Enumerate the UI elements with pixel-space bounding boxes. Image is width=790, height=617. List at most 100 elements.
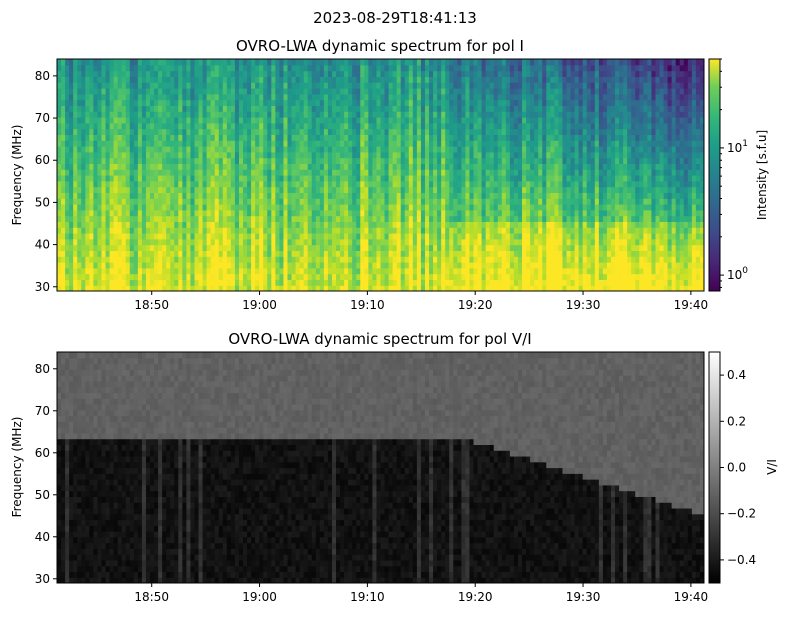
heatmap-cell [433, 105, 438, 112]
heatmap-cell [73, 82, 78, 89]
heatmap-cell [360, 99, 365, 106]
heatmap-cell [461, 122, 467, 130]
heatmap-cell [550, 59, 555, 66]
heatmap-cell [287, 157, 293, 164]
heatmap-cell [392, 267, 398, 275]
heatmap-cell [420, 285, 426, 291]
heatmap-cell [465, 64, 471, 72]
heatmap-cell [81, 244, 86, 251]
heatmap-cell [93, 157, 99, 164]
heatmap-cell [372, 244, 378, 251]
heatmap-cell [65, 151, 70, 159]
heatmap-cell [554, 227, 560, 234]
heatmap-cell [429, 122, 434, 130]
heatmap-cell [109, 209, 115, 217]
heatmap-cell [218, 157, 224, 164]
heatmap-cell [303, 180, 309, 188]
heatmap-cell [554, 256, 560, 263]
heatmap-cell [303, 279, 309, 286]
heatmap-cell [437, 192, 442, 199]
heatmap-cell [372, 146, 378, 153]
heatmap-cell [315, 140, 321, 147]
heatmap-cell [489, 134, 495, 141]
heatmap-cell [166, 279, 171, 286]
heatmap-cell [416, 99, 422, 106]
heatmap-cell [182, 134, 187, 141]
heatmap-cell [319, 227, 325, 234]
heatmap-cell [360, 76, 365, 83]
heatmap-cell [546, 88, 551, 95]
heatmap-cell [287, 273, 293, 280]
heatmap-cell [445, 238, 450, 246]
heatmap-cell [230, 262, 236, 269]
heatmap-cell [437, 93, 442, 101]
heatmap-cell [57, 157, 62, 164]
heatmap-cell [327, 146, 333, 153]
heatmap-cell [356, 221, 361, 228]
heatmap-cell [129, 262, 135, 269]
heatmap-cell [89, 122, 94, 130]
heatmap-cell [299, 204, 305, 211]
heatmap-cell [376, 99, 382, 106]
heatmap-cell [465, 99, 471, 106]
heatmap-cell [408, 186, 414, 193]
heatmap-cell [489, 192, 495, 199]
heatmap-cell [542, 59, 547, 66]
heatmap-cell [166, 175, 171, 182]
heatmap-cell [190, 204, 196, 211]
heatmap-cell [125, 134, 131, 141]
heatmap-cell [433, 117, 438, 124]
heatmap-cell [380, 175, 386, 182]
heatmap-cell [550, 169, 555, 176]
heatmap-cell [97, 250, 103, 257]
heatmap-cell [113, 76, 119, 83]
heatmap-cell [505, 128, 511, 135]
heatmap-cell [174, 88, 179, 95]
heatmap-cell [469, 64, 475, 72]
heatmap-cell [121, 209, 127, 217]
heatmap-cell [465, 122, 471, 130]
heatmap-cell [230, 244, 236, 251]
heatmap-cell [283, 151, 289, 159]
heatmap-cell [61, 122, 66, 130]
heatmap-cell [481, 105, 487, 112]
heatmap-cell [449, 163, 454, 170]
heatmap-cell [243, 285, 248, 291]
heatmap-cell [558, 93, 564, 101]
heatmap-cell [137, 157, 143, 164]
heatmap-cell [243, 186, 248, 193]
heatmap-cell [283, 70, 289, 77]
heatmap-cell [158, 250, 163, 257]
heatmap-cell [453, 76, 458, 83]
heatmap-cell [129, 227, 135, 234]
heatmap-cell [198, 64, 204, 72]
heatmap-cell [526, 250, 531, 257]
heatmap-cell [522, 105, 527, 112]
heatmap-cell [198, 244, 204, 251]
heatmap-cell [178, 146, 183, 153]
heatmap-cell [238, 122, 244, 130]
heatmap-cell [150, 285, 155, 291]
heatmap-cell [558, 233, 564, 240]
heatmap-cell [303, 209, 309, 217]
heatmap-cell [267, 105, 272, 112]
heatmap-cell [170, 93, 175, 101]
heatmap-cell [307, 76, 313, 83]
heatmap-cell [125, 221, 131, 228]
heatmap-cell [299, 140, 305, 147]
heatmap-cell [380, 163, 386, 170]
heatmap-cell [210, 88, 216, 95]
heatmap-cell [538, 262, 543, 269]
heatmap-cell [230, 163, 236, 170]
heatmap-cell [356, 279, 361, 286]
heatmap-cell [465, 117, 471, 124]
heatmap-cell [400, 175, 406, 182]
heatmap-cell [190, 221, 196, 228]
heatmap-cell [546, 117, 551, 124]
heatmap-cell [77, 76, 82, 83]
heatmap-cell [376, 244, 382, 251]
heatmap-cell [243, 93, 248, 101]
heatmap-cell [429, 238, 434, 246]
heatmap-cell [255, 59, 260, 66]
heatmap-cell [150, 99, 155, 106]
